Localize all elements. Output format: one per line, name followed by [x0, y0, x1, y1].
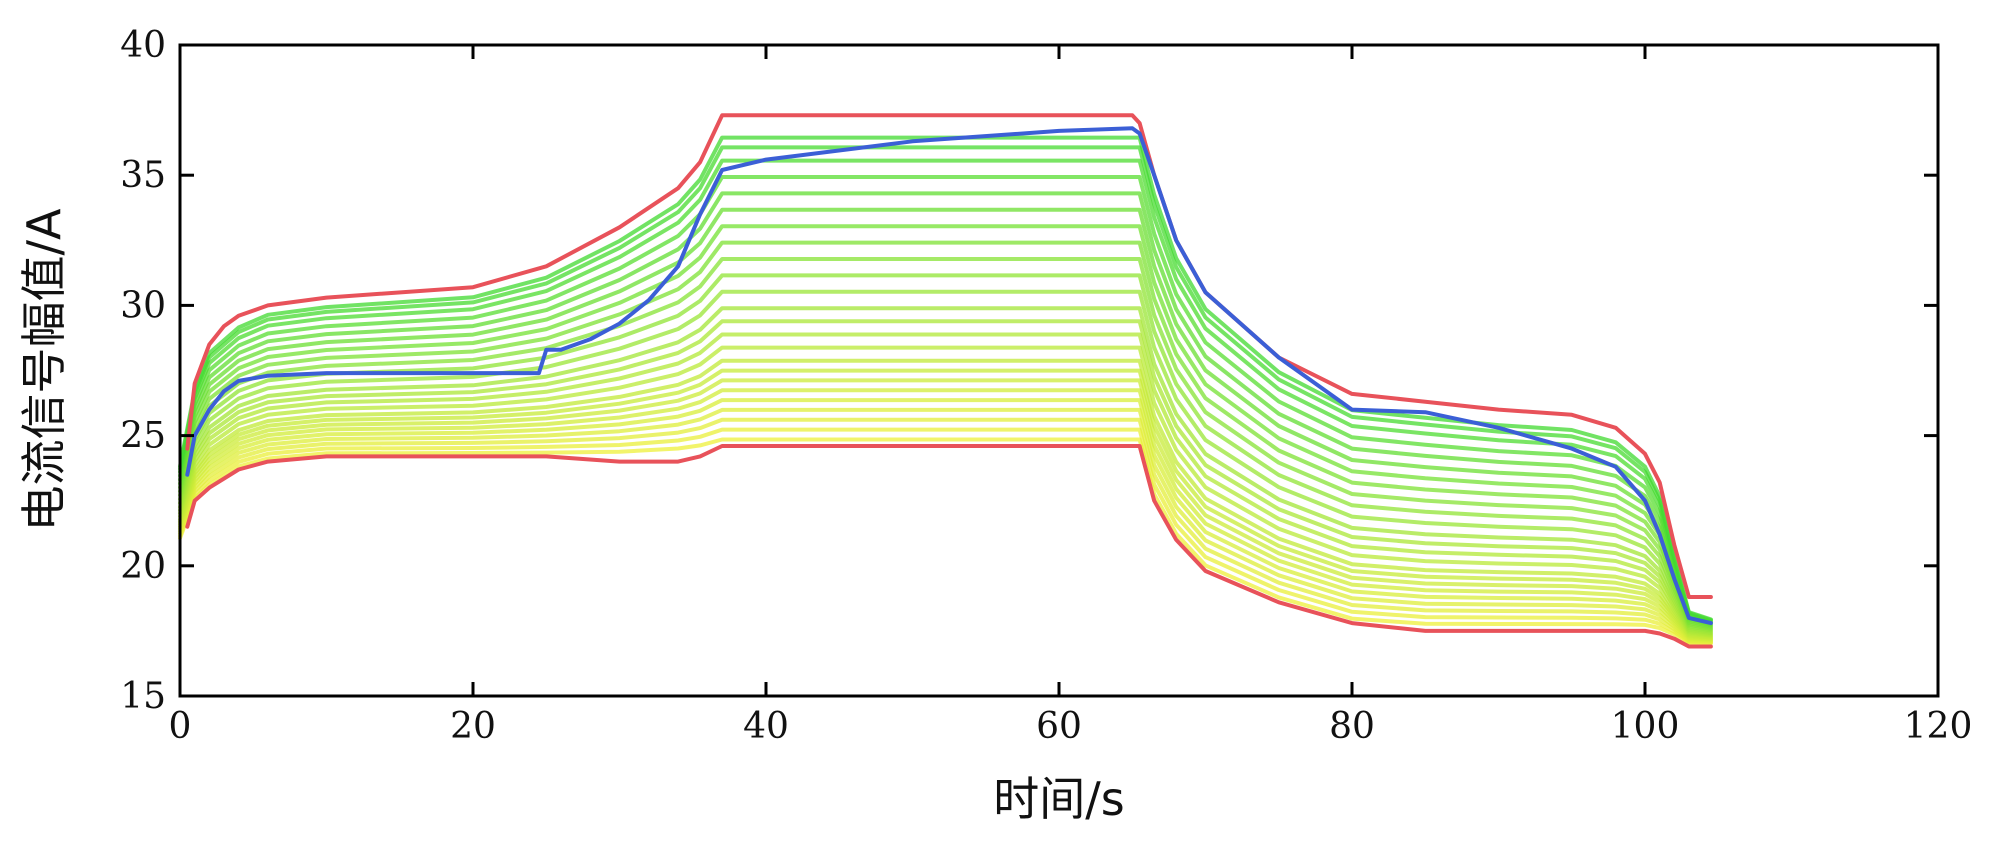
band-curve-10	[178, 345, 1713, 639]
band-curve-19	[178, 207, 1713, 628]
band-curve-2	[178, 427, 1713, 645]
x-tick-label: 20	[450, 706, 496, 747]
x-tick-label: 40	[743, 706, 789, 747]
band-curve-8	[178, 368, 1713, 640]
band-curve-14	[178, 289, 1713, 634]
x-tick-label: 0	[169, 706, 192, 747]
band-curve-17	[178, 240, 1713, 630]
highlighted-series	[185, 113, 1713, 649]
band-curve-9	[178, 358, 1713, 640]
band-curve-23	[178, 145, 1713, 623]
band-curve-13	[178, 306, 1713, 635]
band-curve-22	[178, 158, 1713, 624]
y-axis-title: 电流信号幅值/A	[17, 208, 71, 531]
band-curve-12	[178, 319, 1713, 636]
band-curve-7	[178, 378, 1713, 641]
band-curve-4	[178, 407, 1713, 644]
band-curve-18	[178, 224, 1713, 629]
axes: 0 20 40 60 80 100 120 15 20 25 30 35 40	[120, 25, 1972, 747]
y-tick-label: 30	[120, 285, 166, 326]
band-curve-1	[178, 437, 1713, 646]
x-tick-label: 100	[1611, 706, 1680, 747]
x-tick-label: 120	[1904, 706, 1973, 747]
series-line-3	[185, 126, 1713, 626]
x-axis-title: 时间/s	[993, 772, 1124, 826]
y-tick-label: 35	[120, 155, 166, 196]
band-curve-24	[178, 135, 1713, 622]
series-line-1	[185, 113, 1713, 599]
x-tick-label: 60	[1036, 706, 1082, 747]
band-curve-11	[178, 332, 1713, 638]
y-axis-ticks: 15 20 25 30 35 40	[120, 25, 1938, 717]
y-tick-label: 25	[120, 416, 166, 457]
band-curve-20	[178, 191, 1713, 626]
y-tick-label: 15	[120, 676, 166, 717]
curve-family	[178, 135, 1713, 646]
y-tick-label: 40	[120, 25, 166, 66]
band-curve-16	[178, 257, 1713, 632]
x-axis-ticks: 0 20 40 60 80 100 120	[169, 45, 1973, 747]
y-tick-label: 20	[120, 546, 166, 587]
series-line-2	[185, 444, 1713, 649]
band-curve-6	[178, 388, 1713, 642]
band-curve-5	[178, 398, 1713, 643]
band-curve-3	[178, 417, 1713, 644]
x-tick-label: 80	[1329, 706, 1375, 747]
